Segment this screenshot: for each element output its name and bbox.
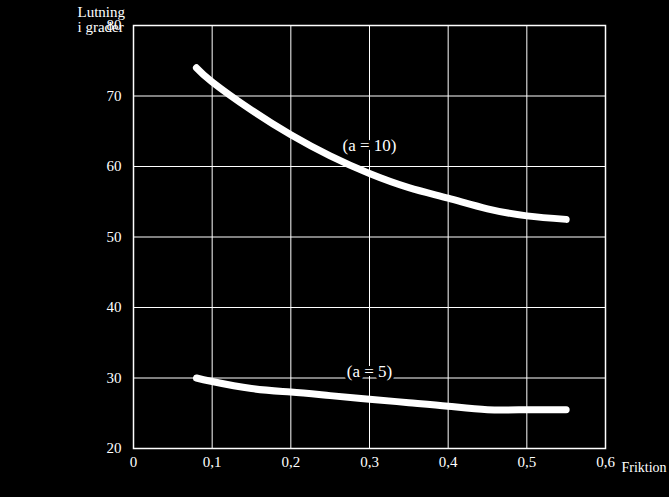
svg-text:0,2: 0,2 [281,454,300,470]
svg-text:0,4: 0,4 [439,454,458,470]
svg-text:50: 50 [107,229,122,245]
svg-text:20: 20 [107,440,122,456]
svg-text:0,3: 0,3 [360,454,379,470]
svg-text:0,6: 0,6 [596,454,615,470]
svg-text:(a = 5): (a = 5) [347,362,392,381]
svg-text:Friktion: Friktion [622,460,667,475]
svg-text:(a = 10): (a = 10) [343,136,397,155]
svg-text:30: 30 [107,370,122,386]
svg-text:Lutningi grader: Lutningi grader [78,4,126,35]
svg-text:60: 60 [107,158,122,174]
svg-text:40: 40 [107,299,122,315]
svg-text:0,5: 0,5 [517,454,536,470]
svg-text:0: 0 [130,454,138,470]
svg-text:0,1: 0,1 [203,454,222,470]
svg-text:70: 70 [107,88,122,104]
